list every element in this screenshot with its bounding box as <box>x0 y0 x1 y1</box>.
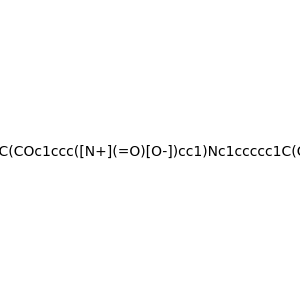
Text: O=C(COc1ccc([N+](=O)[O-])cc1)Nc1ccccc1C(C)CC: O=C(COc1ccc([N+](=O)[O-])cc1)Nc1ccccc1C(… <box>0 145 300 158</box>
